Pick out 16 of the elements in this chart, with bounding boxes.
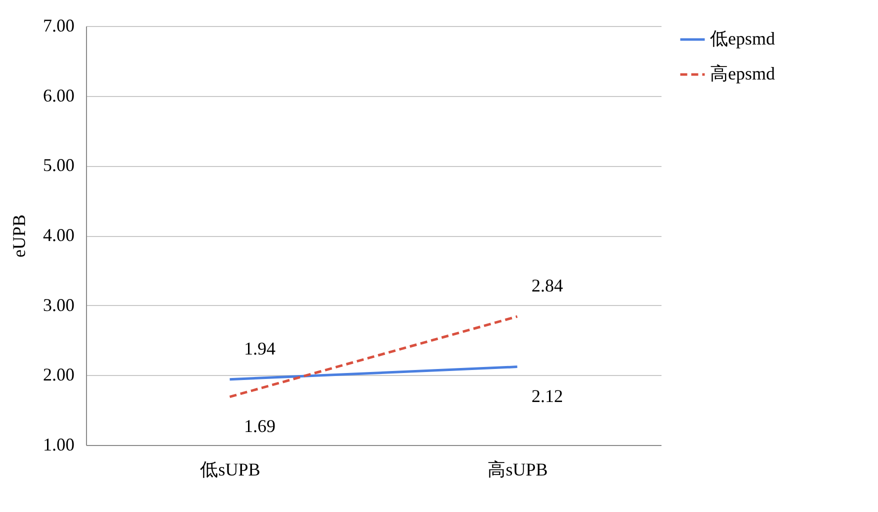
- x-tick-label: 高sUPB: [488, 460, 548, 480]
- y-axis-title: eUPB: [9, 214, 29, 258]
- y-tick-label: 4.00: [43, 225, 74, 245]
- y-tick-label: 6.00: [43, 85, 74, 106]
- data-label: 2.12: [532, 386, 563, 406]
- legend-label: 低epsmd: [710, 28, 775, 48]
- y-tick-label: 2.00: [43, 364, 74, 385]
- x-tick-label: 低sUPB: [200, 460, 260, 480]
- y-tick-label: 3.00: [43, 294, 74, 315]
- legend-label: 高epsmd: [710, 64, 775, 84]
- y-tick-label: 7.00: [43, 16, 74, 36]
- data-label: 2.84: [532, 276, 563, 296]
- data-label: 1.69: [244, 416, 276, 436]
- y-tick-label: 5.00: [43, 155, 74, 176]
- data-label: 1.94: [244, 338, 276, 358]
- y-tick-label: 1.00: [43, 434, 74, 454]
